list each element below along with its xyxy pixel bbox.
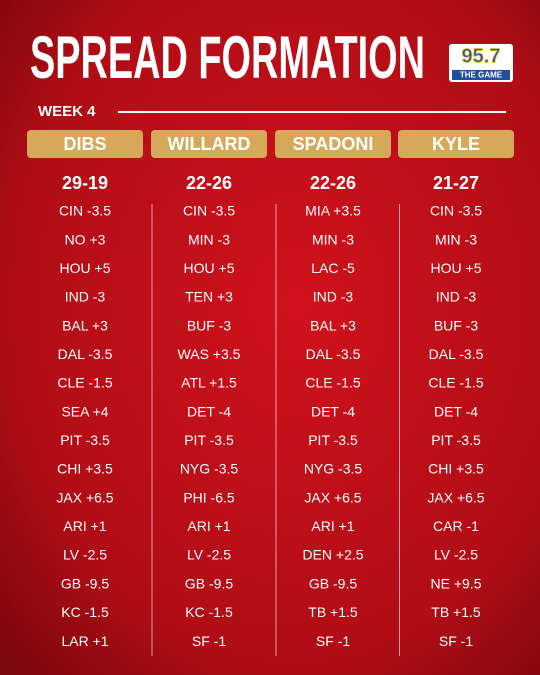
pick: JAX +6.5 — [427, 489, 484, 505]
pick: TEN +3 — [185, 289, 233, 305]
pick: PIT -3.5 — [308, 432, 358, 448]
pick: LAC -5 — [311, 260, 355, 276]
record: 22-26 — [186, 173, 232, 193]
pick: HOU +5 — [60, 260, 111, 276]
pick: CAR -1 — [433, 518, 479, 534]
pick: CHI +3.5 — [428, 461, 484, 477]
pick: GB -9.5 — [185, 575, 233, 591]
pick: SEA +4 — [61, 403, 108, 419]
pick: PIT -3.5 — [60, 432, 110, 448]
pick: BUF -3 — [187, 317, 232, 333]
pick: DAL -3.5 — [58, 346, 113, 362]
pick: MIA +3.5 — [305, 203, 361, 219]
pick: MIN -3 — [435, 231, 477, 247]
pick: GB -9.5 — [309, 575, 357, 591]
pick: CIN -3.5 — [183, 203, 235, 219]
pick: CLE -1.5 — [57, 375, 112, 391]
name-pill — [275, 130, 391, 158]
pick: NYG -3.5 — [180, 461, 239, 477]
logo-number: 95.7 — [462, 45, 501, 67]
logo-text: THE GAME — [460, 71, 503, 80]
column-name: WILLARD — [168, 134, 251, 154]
pick: IND -3 — [313, 289, 354, 305]
pick: HOU +5 — [431, 260, 482, 276]
week-label: WEEK 4 — [38, 103, 96, 120]
pick: CIN -3.5 — [59, 203, 111, 219]
pick: ARI +1 — [63, 518, 106, 534]
logo-band — [452, 70, 510, 80]
pick: CLE -1.5 — [428, 375, 483, 391]
pick: HOU +5 — [184, 260, 235, 276]
pick: LV -2.5 — [434, 547, 478, 563]
pick: KC -1.5 — [61, 604, 109, 620]
pick: MIN -3 — [188, 231, 230, 247]
pick: TB +1.5 — [431, 604, 481, 620]
name-pill — [398, 130, 514, 158]
pick: CLE -1.5 — [305, 375, 360, 391]
pick: DAL -3.5 — [306, 346, 361, 362]
pick: DET -4 — [187, 403, 231, 419]
pick: BAL +3 — [62, 317, 108, 333]
pick: CIN -3.5 — [430, 203, 482, 219]
pick: BAL +3 — [310, 317, 356, 333]
pick: CHI +3.5 — [57, 461, 113, 477]
pick: LAR +1 — [61, 633, 108, 649]
pick: PHI -6.5 — [183, 489, 235, 505]
record: 22-26 — [310, 173, 356, 193]
pick: NO +3 — [65, 231, 106, 247]
pick: PIT -3.5 — [431, 432, 481, 448]
pick: TB +1.5 — [308, 604, 358, 620]
pick: DET -4 — [311, 403, 355, 419]
pick: IND -3 — [436, 289, 477, 305]
pick: DET -4 — [434, 403, 478, 419]
pick: PIT -3.5 — [184, 432, 234, 448]
pick: SF -1 — [192, 633, 226, 649]
pick: LV -2.5 — [187, 547, 231, 563]
title: SPREAD FORMATION — [30, 24, 425, 91]
column-name: KYLE — [432, 134, 480, 154]
record: 29-19 — [62, 173, 108, 193]
pick: JAX +6.5 — [304, 489, 361, 505]
pick: BUF -3 — [434, 317, 479, 333]
logo: 95.7 THE GAME — [449, 44, 513, 82]
pick: MIN -3 — [312, 231, 354, 247]
pick: JAX +6.5 — [56, 489, 113, 505]
name-pill — [27, 130, 143, 158]
picks-table: DIBS 29-19 CIN -3.5 NO +3 HOU +5 IND -3 BAL +3… — [27, 130, 514, 656]
pick: IND -3 — [65, 289, 106, 305]
pick: WAS +3.5 — [178, 346, 241, 362]
pick: NE +9.5 — [431, 575, 482, 591]
pick: ARI +1 — [187, 518, 230, 534]
pick: GB -9.5 — [61, 575, 109, 591]
column-name: DIBS — [63, 134, 106, 154]
pick: ARI +1 — [311, 518, 354, 534]
pick: KC -1.5 — [185, 604, 233, 620]
pick: ATL +1.5 — [181, 375, 237, 391]
pick: NYG -3.5 — [304, 461, 363, 477]
pick: SF -1 — [439, 633, 473, 649]
pick: LV -2.5 — [63, 547, 107, 563]
record: 21-27 — [433, 173, 479, 193]
pick: SF -1 — [316, 633, 350, 649]
column-name: SPADONI — [293, 134, 374, 154]
pick: DEN +2.5 — [302, 547, 363, 563]
pick: DAL -3.5 — [429, 346, 484, 362]
name-pill — [151, 130, 267, 158]
